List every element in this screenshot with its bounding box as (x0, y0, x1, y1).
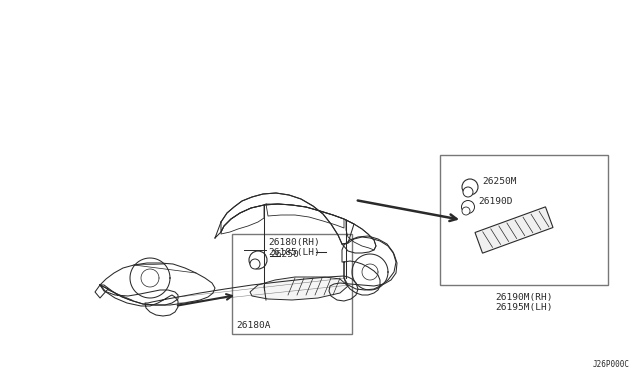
Text: J26P000C: J26P000C (593, 360, 630, 369)
Bar (440, 155, 608, 285)
Circle shape (249, 251, 267, 269)
Text: 26190M(RH): 26190M(RH) (495, 293, 553, 302)
Circle shape (461, 201, 474, 214)
Text: 26190D: 26190D (478, 197, 513, 206)
Circle shape (462, 179, 478, 195)
Text: 26180A: 26180A (236, 321, 271, 330)
Text: 26250: 26250 (270, 250, 299, 259)
Polygon shape (250, 277, 348, 300)
Polygon shape (475, 207, 553, 253)
Circle shape (462, 207, 470, 215)
Circle shape (463, 187, 473, 197)
Circle shape (250, 259, 260, 269)
Text: 26250M: 26250M (482, 177, 516, 186)
Bar (232, 234, 352, 334)
Text: 26185(LH): 26185(LH) (268, 248, 320, 257)
Text: 26180(RH): 26180(RH) (268, 238, 320, 247)
Text: 26195M(LH): 26195M(LH) (495, 303, 553, 312)
